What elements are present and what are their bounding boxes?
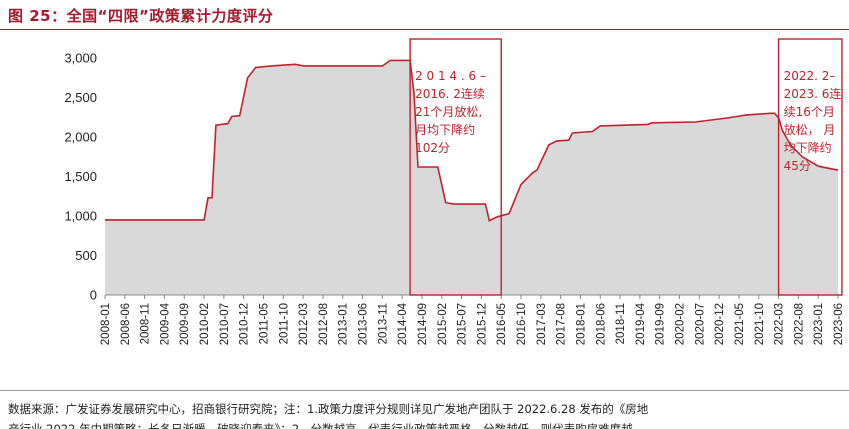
x-tick-label: 2010-02	[199, 303, 211, 345]
x-tick-label: 2015-07	[457, 303, 469, 345]
annotation-box-0	[409, 38, 502, 296]
annotation-text-1: 续16个月	[784, 105, 835, 119]
annotation-text-0: 2 0 1 4 . 6 –	[415, 69, 486, 83]
footnote-line-1: 数据来源：广发证券发展研究中心，招商银行研究院；注：1.政策力度评分规则详见广发…	[8, 402, 649, 416]
x-tick-label: 2011-05	[259, 303, 271, 344]
x-tick-label: 2018-01	[576, 303, 588, 345]
x-tick-label: 2015-12	[476, 303, 488, 345]
x-tick-label: 2023-01	[813, 303, 825, 345]
annotation-text-0: 月均下降约	[415, 122, 475, 137]
y-tick-label: 3,000	[64, 51, 97, 66]
x-tick-label: 2014-04	[397, 302, 409, 345]
area-line-series-0	[105, 59, 839, 222]
footnote-rule	[0, 390, 849, 391]
x-tick-label: 2014-09	[417, 303, 429, 345]
y-tick-label: 0	[90, 288, 97, 303]
annotation-text-1: 均下降约	[784, 140, 832, 155]
y-tick-label: 500	[75, 248, 97, 263]
x-tick-label: 2009-09	[179, 303, 191, 345]
x-tick-label: 2017-08	[556, 303, 568, 345]
x-tick-label: 2013-06	[358, 303, 370, 345]
x-tick-label: 2011-10	[278, 303, 290, 344]
x-tick-label: 2020-02	[675, 303, 687, 345]
x-tick-label: 2010-07	[219, 303, 231, 345]
x-tick-label: 2017-03	[536, 303, 548, 345]
x-tick-label: 2016-10	[516, 303, 528, 345]
x-tick-label: 2018-11	[615, 303, 627, 344]
area-fill-series-0	[105, 60, 838, 296]
x-tick-label: 2018-06	[595, 303, 607, 345]
x-tick-label: 2016-05	[496, 303, 508, 345]
annotation-text-0: 2016. 2连续	[415, 86, 485, 101]
x-tick-label: 2008-01	[100, 303, 112, 345]
x-tick-label: 2008-11	[140, 303, 152, 344]
annotation-text-1: 放松， 月	[784, 122, 836, 137]
y-tick-label: 1,500	[64, 169, 97, 184]
annotation-text-1: 45分	[784, 159, 811, 173]
x-tick-label: 2022-03	[774, 303, 786, 345]
x-tick-label: 2021-10	[754, 303, 766, 345]
x-tick-label: 2019-09	[655, 303, 667, 345]
axes: 0 500 1,000 1,500 2,000 2,500 3,000 2008-01 2008…	[64, 51, 845, 346]
title-rule	[0, 29, 849, 30]
annotations: 2 0 1 4 . 6 – 2016. 2连续 21个月放松, 月均下降约 102分 20…	[409, 38, 843, 296]
x-tick-label: 2009-04	[159, 302, 171, 345]
x-tick-label: 2019-04	[635, 302, 647, 345]
x-tick-label: 2012-03	[298, 303, 310, 345]
y-tick-label: 2,000	[64, 130, 97, 145]
annotation-box-1	[777, 38, 843, 296]
annotation-text-0: 21个月放松,	[415, 104, 482, 119]
x-tick-label: 2023-06	[833, 303, 845, 345]
figure-title: 图 25：全国“四限”政策累计力度评分	[8, 7, 274, 25]
policy-score-chart: 0 500 1,000 1,500 2,000 2,500 3,000 2008-01 2008…	[64, 38, 845, 346]
x-tick-label: 2012-08	[318, 303, 330, 345]
x-tick-label: 2020-12	[714, 303, 726, 345]
annotation-text-1: 2023. 6连	[784, 86, 842, 101]
x-tick-label: 2013-01	[338, 303, 350, 345]
x-tick-label: 2020-07	[694, 303, 706, 345]
x-tick-label: 2021-05	[734, 303, 746, 345]
x-tick-label: 2022-08	[793, 303, 805, 345]
annotation-text-1: 2022. 2–	[784, 69, 836, 83]
annotation-text-0: 102分	[415, 141, 450, 155]
x-tick-label: 2008-06	[120, 303, 132, 345]
x-tick-label: 2010-12	[239, 303, 251, 345]
plot-area	[105, 59, 839, 296]
footnote-line-2: 产行业 2022 年中期策略：长冬日渐暖，破晓迎春来》；2．分数越高，代表行业政…	[8, 422, 633, 429]
x-tick-label: 2013-11	[377, 303, 389, 344]
footnote: 数据来源：广发证券发展研究中心，招商银行研究院；注：1.政策力度评分规则详见广发…	[8, 399, 849, 429]
y-tick-label: 1,000	[64, 209, 97, 224]
x-tick-label: 2015-02	[437, 303, 449, 345]
y-tick-label: 2,500	[64, 90, 97, 105]
